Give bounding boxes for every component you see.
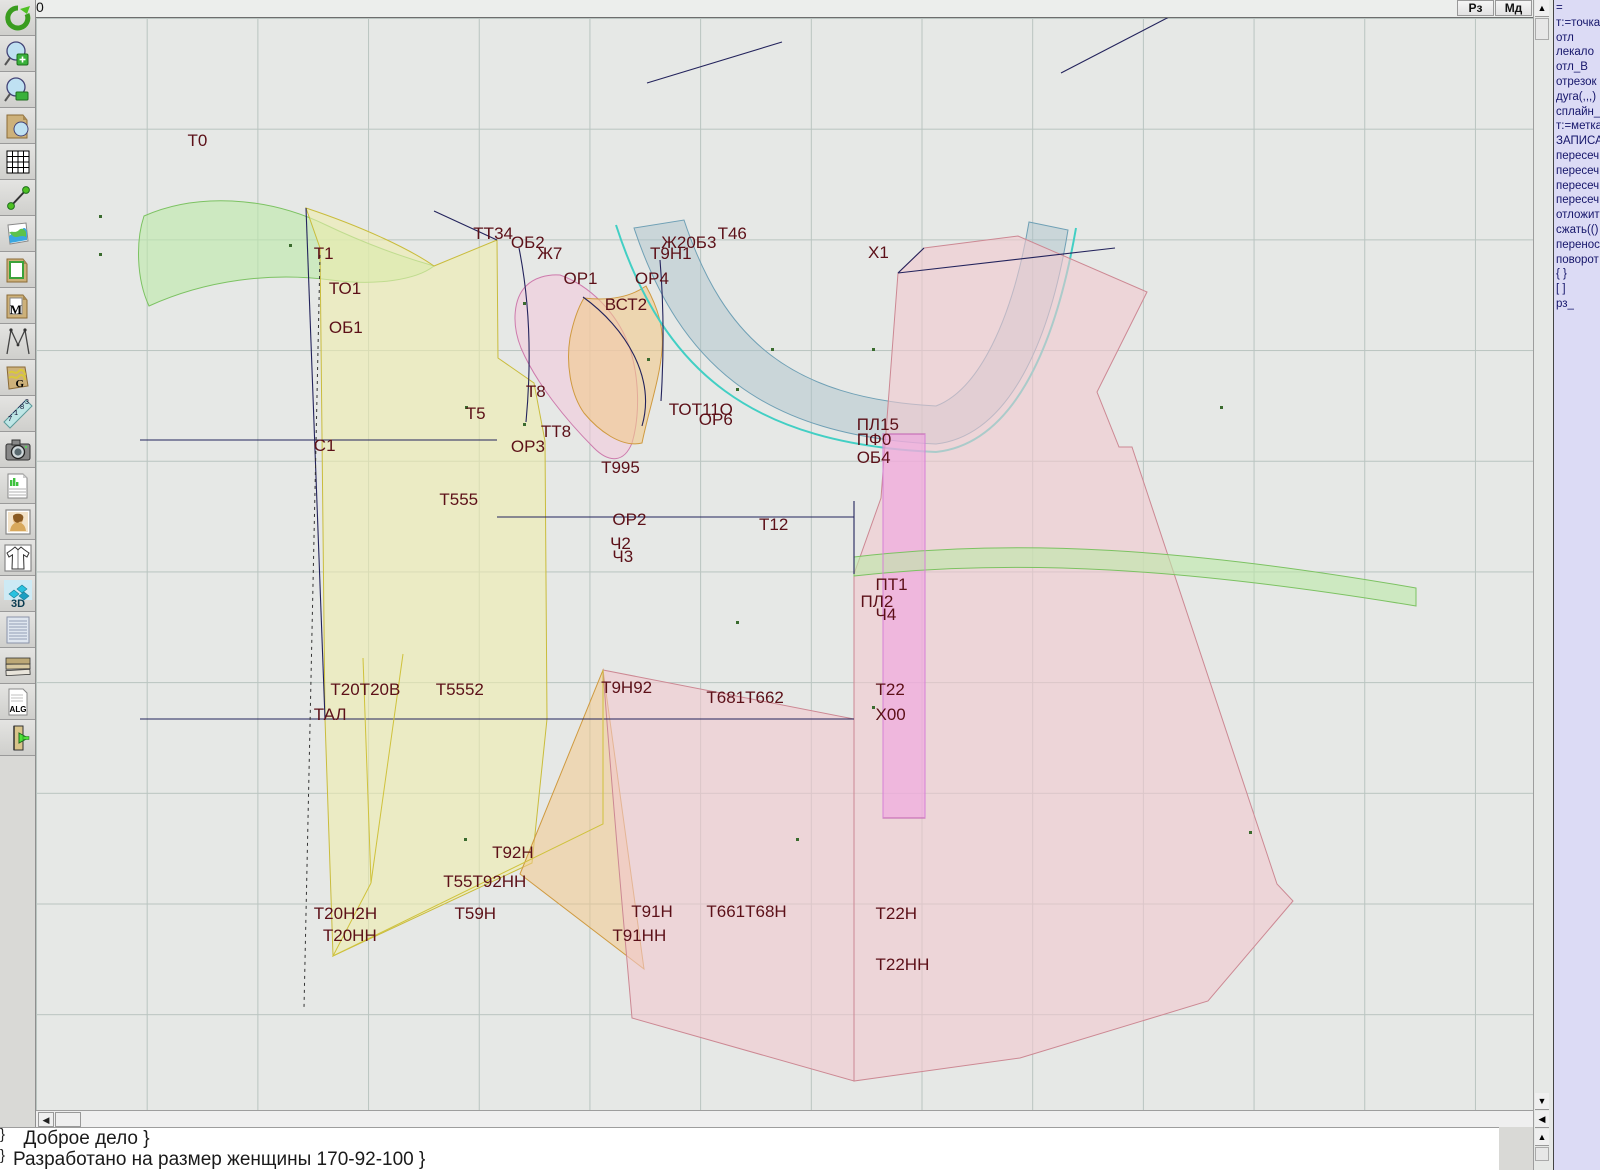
svg-text:3: 3 <box>25 399 29 406</box>
svg-text:8: 8 <box>20 402 24 411</box>
svg-text:1: 1 <box>14 408 18 417</box>
svg-text:ALG: ALG <box>9 705 26 714</box>
svg-text:G: G <box>15 378 24 390</box>
svg-text:M: M <box>9 302 21 317</box>
svg-text:7: 7 <box>8 414 12 423</box>
svg-text:3D: 3D <box>10 598 24 609</box>
